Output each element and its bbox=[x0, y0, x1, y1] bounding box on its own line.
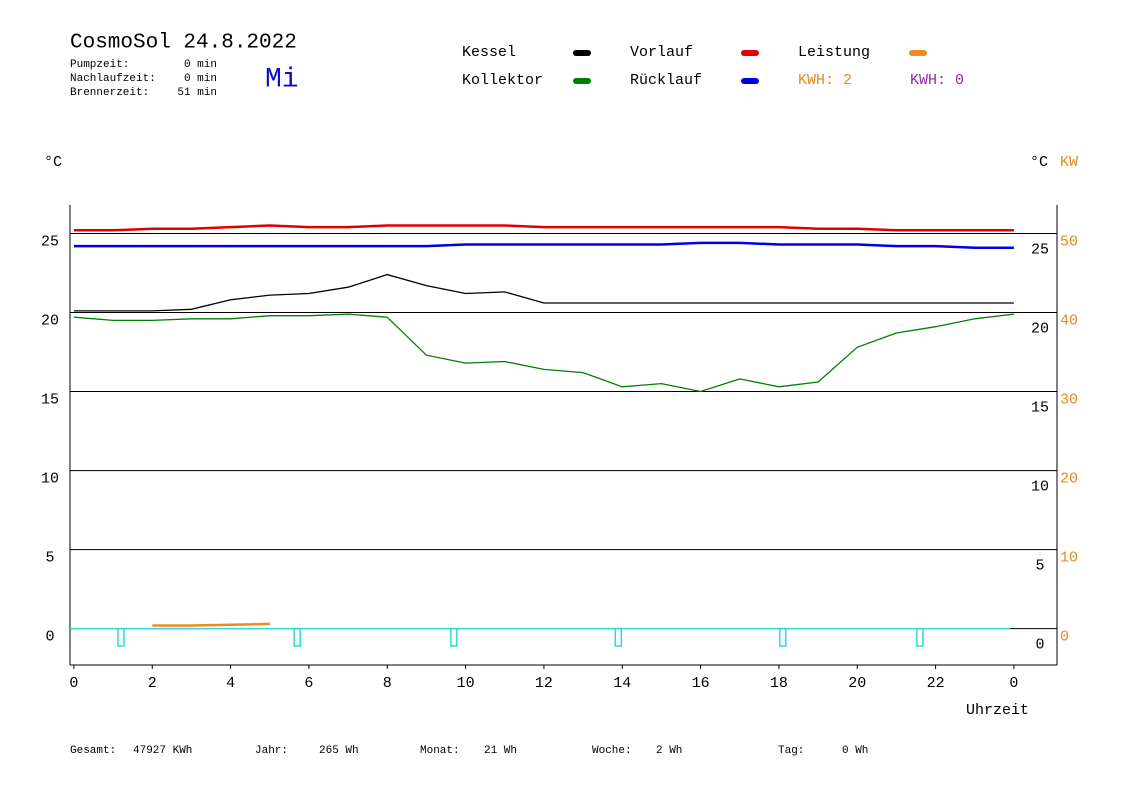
kwh-label: KWH: 0 bbox=[910, 72, 964, 89]
x-tick-label: 6 bbox=[304, 675, 313, 692]
y-tick-label-right: 20 bbox=[1031, 320, 1049, 337]
y2-unit: KW bbox=[1060, 154, 1078, 171]
y-tick-label-right: 10 bbox=[1031, 479, 1049, 496]
legend-label: Rücklauf bbox=[630, 72, 702, 89]
legend-label: Kessel bbox=[462, 44, 516, 61]
y-tick-label: 15 bbox=[41, 391, 59, 408]
y2-tick-label: 30 bbox=[1060, 391, 1078, 408]
stat-label: Brennerzeit: bbox=[70, 87, 149, 99]
y2-tick-label: 50 bbox=[1060, 233, 1078, 250]
legend-label: Leistung bbox=[798, 44, 870, 61]
x-tick-label: 0 bbox=[1009, 675, 1018, 692]
stat-label: Pumpzeit: bbox=[70, 59, 129, 71]
x-tick-label: 22 bbox=[927, 675, 945, 692]
y-unit-right: °C bbox=[1030, 154, 1048, 171]
x-tick-label: 18 bbox=[770, 675, 788, 692]
series-line bbox=[73, 313, 1014, 393]
y-tick-label: 25 bbox=[41, 233, 59, 250]
y-tick-label: 10 bbox=[41, 471, 59, 488]
y-unit: °C bbox=[44, 154, 62, 171]
y-tick-label: 5 bbox=[45, 550, 54, 567]
x-tick-label: 16 bbox=[692, 675, 710, 692]
y-tick-label: 20 bbox=[41, 312, 59, 329]
y-tick-label: 0 bbox=[45, 629, 54, 646]
total-label: Jahr: bbox=[255, 745, 288, 757]
y2-tick-label: 40 bbox=[1060, 312, 1078, 329]
y2-tick-label: 10 bbox=[1060, 550, 1078, 567]
kwh-label: KWH: 2 bbox=[798, 72, 852, 89]
pulse bbox=[779, 627, 787, 647]
total-value: 2 Wh bbox=[656, 745, 682, 757]
pulse bbox=[450, 627, 458, 647]
y-tick-label-right: 25 bbox=[1031, 241, 1049, 258]
stat-value: 0 min bbox=[184, 73, 217, 85]
total-label: Gesamt: bbox=[70, 745, 116, 757]
total-label: Monat: bbox=[420, 745, 460, 757]
chart-title: CosmoSol 24.8.2022 bbox=[70, 32, 297, 55]
x-tick-label: 20 bbox=[848, 675, 866, 692]
x-tick-label: 14 bbox=[613, 675, 631, 692]
legend-label: Kollektor bbox=[462, 72, 543, 89]
total-value: 0 Wh bbox=[842, 745, 868, 757]
series-line bbox=[73, 273, 1014, 312]
series-line bbox=[152, 622, 270, 627]
x-tick-label: 10 bbox=[457, 675, 475, 692]
y2-tick-label: 20 bbox=[1060, 471, 1078, 488]
pulse bbox=[293, 627, 301, 647]
y-tick-label-right: 15 bbox=[1031, 399, 1049, 416]
series-line bbox=[73, 241, 1014, 249]
x-tick-label: 8 bbox=[383, 675, 392, 692]
stat-value: 51 min bbox=[177, 87, 217, 99]
pulse bbox=[614, 627, 623, 647]
series-line bbox=[73, 224, 1014, 232]
x-label: Uhrzeit bbox=[966, 702, 1029, 719]
legend-label: Vorlauf bbox=[630, 44, 693, 61]
total-value: 21 Wh bbox=[484, 745, 517, 757]
total-label: Tag: bbox=[778, 745, 804, 757]
total-label: Woche: bbox=[592, 745, 632, 757]
x-tick-label: 0 bbox=[69, 675, 78, 692]
weekday: Mi bbox=[265, 64, 299, 95]
total-value: 265 Wh bbox=[319, 745, 359, 757]
total-value: 47927 KWh bbox=[133, 745, 192, 757]
y-tick-label-right: 0 bbox=[1035, 637, 1044, 654]
pulse bbox=[117, 627, 125, 647]
x-tick-label: 4 bbox=[226, 675, 235, 692]
pulse bbox=[916, 627, 924, 647]
stat-value: 0 min bbox=[184, 59, 217, 71]
stat-label: Nachlaufzeit: bbox=[70, 73, 156, 85]
x-tick-label: 2 bbox=[148, 675, 157, 692]
y-tick-label-right: 5 bbox=[1035, 558, 1044, 575]
x-tick-label: 12 bbox=[535, 675, 553, 692]
y2-tick-label: 0 bbox=[1060, 629, 1069, 646]
